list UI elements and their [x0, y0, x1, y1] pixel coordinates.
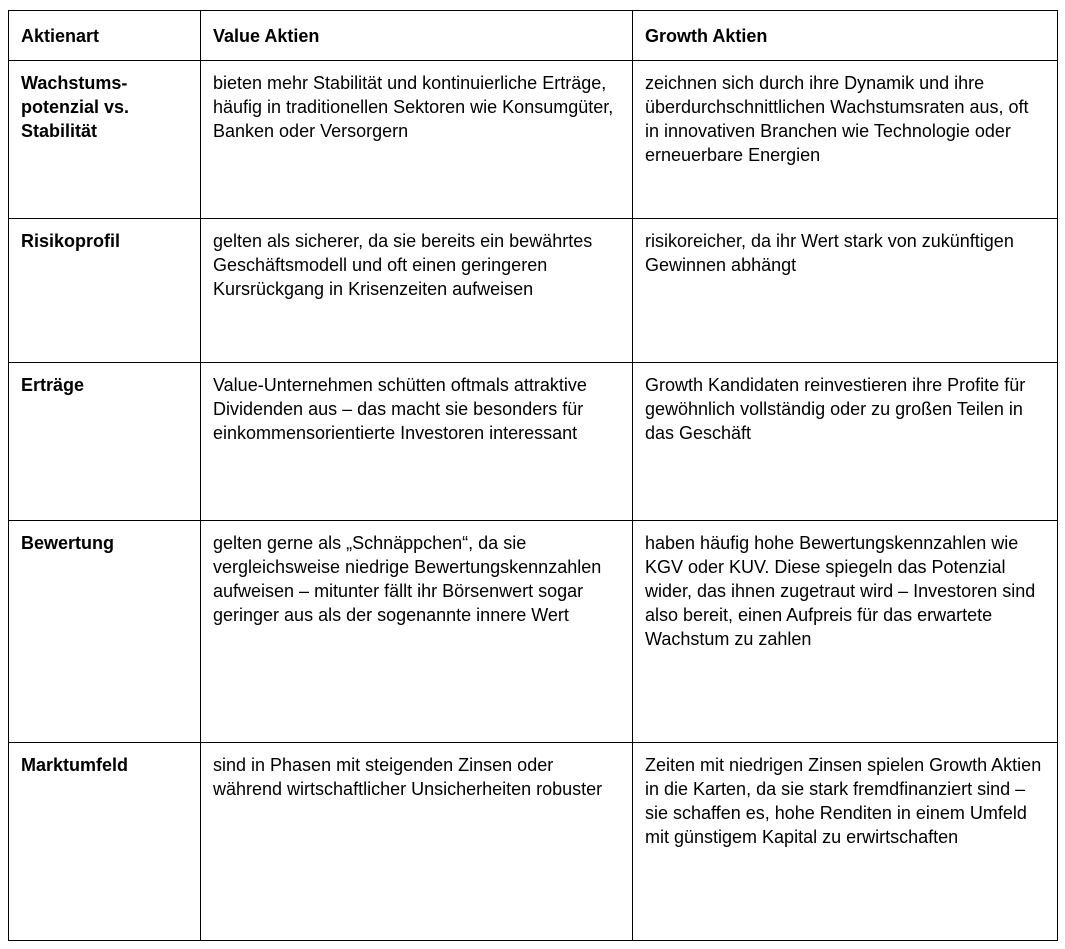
- table-cell: sind in Phasen mit steigenden Zinsen ode…: [200, 742, 633, 941]
- table-row: Bewertung gelten gerne als „Schnäppchen“,…: [8, 520, 1058, 743]
- table-cell: Growth Kandidaten reinvestieren ihre Pro…: [632, 362, 1058, 521]
- table-cell: gelten als sicherer, da sie bereits ein …: [200, 218, 633, 363]
- header-row: Aktienart Value Aktien Growth Aktien: [8, 10, 1058, 61]
- header-cell: Growth Aktien: [632, 10, 1058, 61]
- table-cell: Value-Unternehmen schütten oftmals attra…: [200, 362, 633, 521]
- table-cell: zeichnen sich durch ihre Dynamik und ihr…: [632, 60, 1058, 219]
- row-label: Marktumfeld: [8, 742, 201, 941]
- table-body: Wachstums-potenzial vs. Stabilität bieten…: [8, 60, 1058, 941]
- table-header: Aktienart Value Aktien Growth Aktien: [8, 10, 1058, 61]
- table-cell: bieten mehr Stabilität und kontinuierlic…: [200, 60, 633, 219]
- table-cell: risikoreicher, da ihr Wert stark von zuk…: [632, 218, 1058, 363]
- table-cell: Zeiten mit niedrigen Zinsen spielen Grow…: [632, 742, 1058, 941]
- header-cell: Value Aktien: [200, 10, 633, 61]
- row-label: Wachstums-potenzial vs. Stabilität: [8, 60, 201, 219]
- comparison-table: Aktienart Value Aktien Growth Aktien Wachs…: [8, 10, 1058, 941]
- row-label: Risikoprofil: [8, 218, 201, 363]
- table-row: Risikoprofil gelten als sicherer, da sie …: [8, 218, 1058, 363]
- row-label: Erträge: [8, 362, 201, 521]
- table-cell: haben häufig hohe Bewertungskennzahlen w…: [632, 520, 1058, 743]
- table-row: Wachstums-potenzial vs. Stabilität bieten…: [8, 60, 1058, 219]
- table-cell: gelten gerne als „Schnäppchen“, da sie v…: [200, 520, 633, 743]
- table-row: Marktumfeld sind in Phasen mit steigenden…: [8, 742, 1058, 941]
- header-cell: Aktienart: [8, 10, 201, 61]
- table-row: Erträge Value-Unternehmen schütten oftmal…: [8, 362, 1058, 521]
- row-label: Bewertung: [8, 520, 201, 743]
